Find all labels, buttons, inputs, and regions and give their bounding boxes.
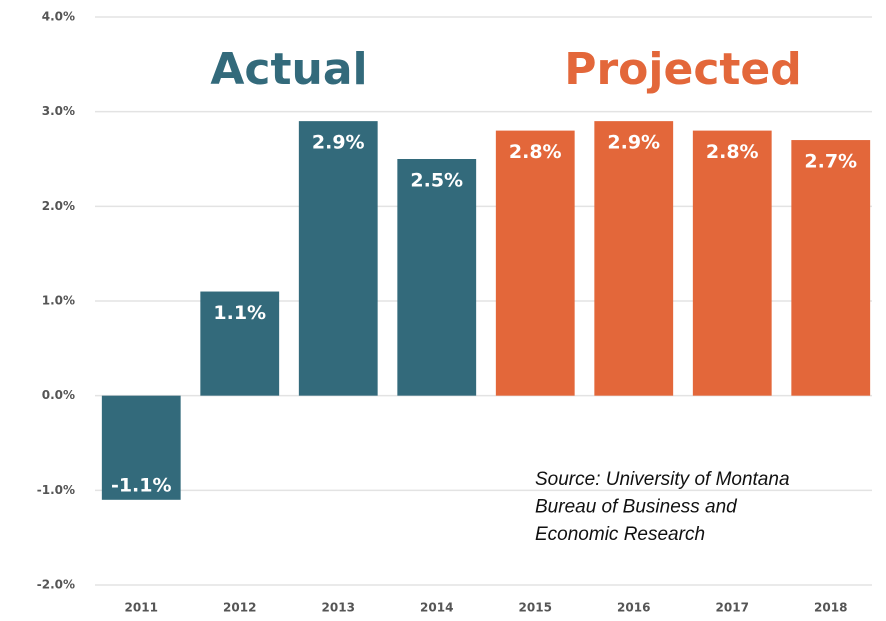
bar — [594, 121, 674, 396]
value-label: 2.5% — [410, 170, 463, 192]
y-tick-label: 0.0% — [42, 388, 75, 402]
value-label: 2.9% — [607, 132, 660, 154]
value-label: -1.1% — [111, 474, 172, 496]
bar — [200, 291, 280, 396]
value-label: 2.8% — [509, 141, 562, 163]
value-label: 2.8% — [706, 141, 759, 163]
series-label: Projected — [564, 44, 802, 95]
bar — [101, 395, 181, 500]
bar — [692, 130, 772, 396]
x-tick-label: 2018 — [814, 601, 847, 615]
bar — [397, 159, 477, 396]
y-tick-label: -2.0% — [37, 578, 75, 592]
x-tick-label: 2016 — [617, 601, 650, 615]
x-tick-label: 2014 — [420, 601, 453, 615]
value-label: 2.7% — [804, 151, 857, 173]
x-tick-label: 2017 — [716, 601, 749, 615]
value-label: 1.1% — [213, 302, 266, 324]
x-tick-label: 2011 — [125, 601, 158, 615]
series-label: Actual — [210, 44, 367, 95]
bar — [791, 140, 871, 396]
y-tick-label: 2.0% — [42, 199, 75, 213]
y-tick-label: 4.0% — [42, 10, 75, 24]
y-tick-label: -1.0% — [37, 483, 75, 497]
x-tick-label: 2015 — [519, 601, 552, 615]
bar — [298, 121, 378, 396]
y-tick-label: 3.0% — [42, 104, 75, 118]
x-tick-label: 2012 — [223, 601, 256, 615]
x-tick-label: 2013 — [322, 601, 355, 615]
source-note: Economic Research — [535, 524, 705, 545]
source-note: Source: University of Montana — [535, 469, 790, 490]
value-label: 2.9% — [312, 132, 365, 154]
y-tick-label: 1.0% — [42, 294, 75, 308]
source-note: Bureau of Business and — [535, 497, 738, 518]
bar — [495, 130, 575, 396]
